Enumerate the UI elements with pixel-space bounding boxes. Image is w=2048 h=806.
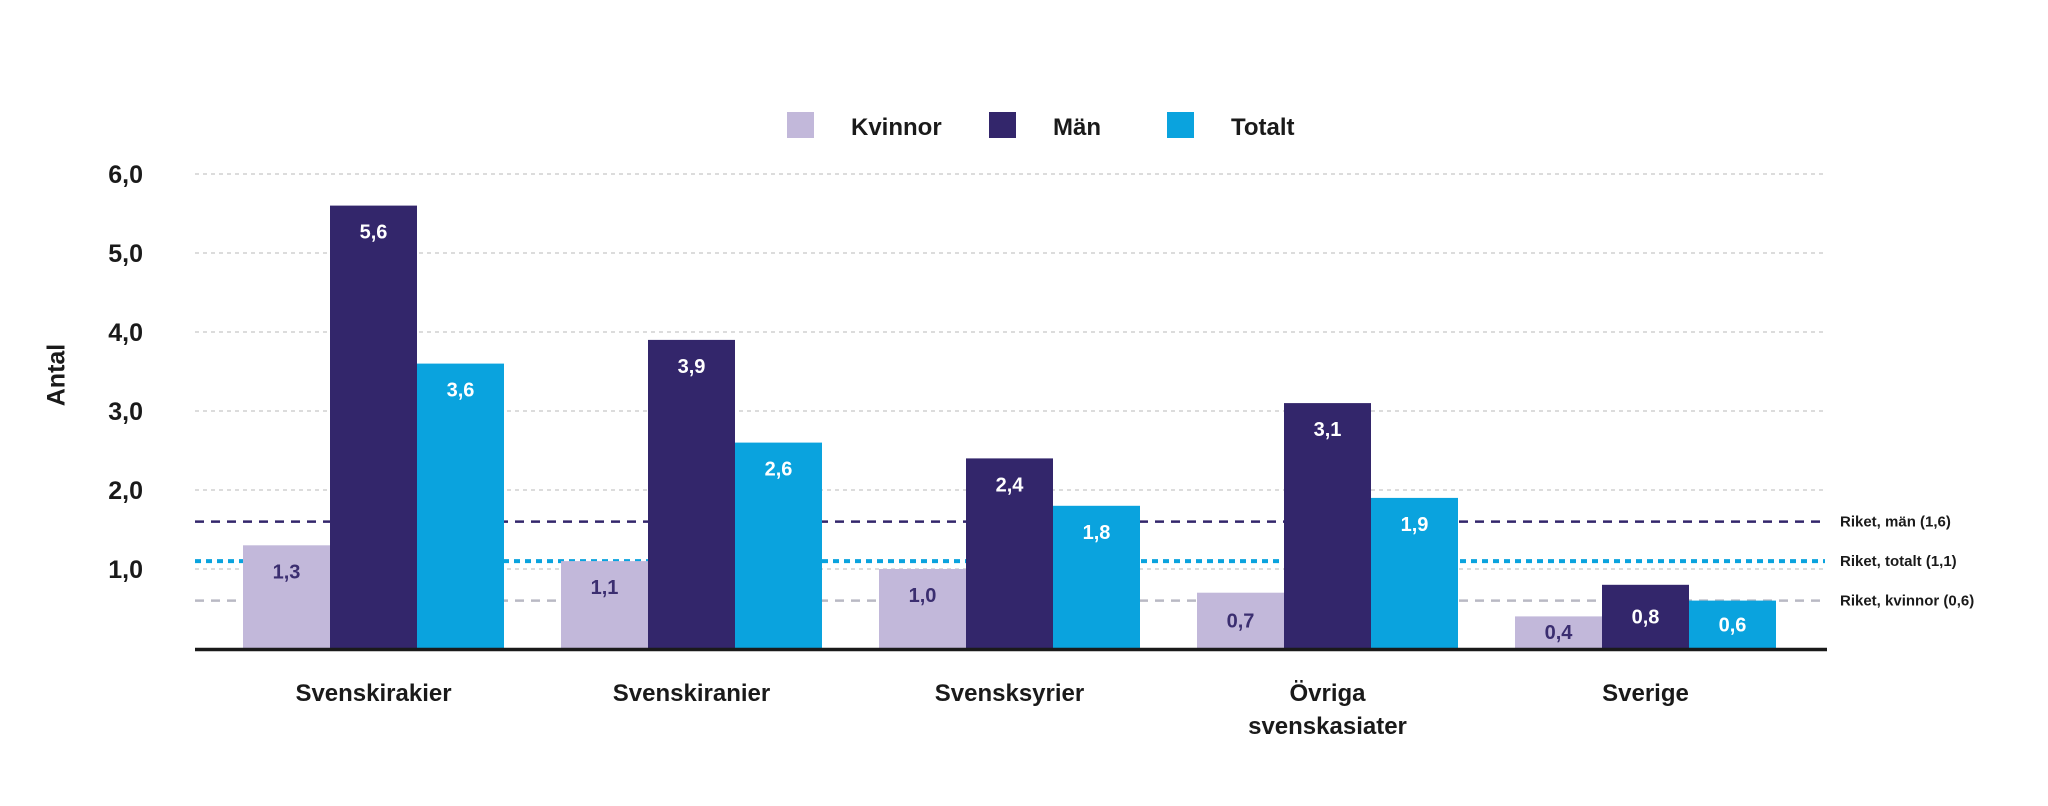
- bar: [243, 545, 330, 648]
- y-axis-label: Antal: [43, 344, 71, 407]
- x-category-label: svenskasiater: [1248, 713, 1407, 740]
- data-label: 1,8: [1083, 522, 1111, 544]
- bar: [1371, 497, 1458, 648]
- legend-swatch: [1167, 112, 1194, 138]
- bar: [1689, 600, 1776, 648]
- legend: Kvinnor Män Totalt: [787, 112, 1295, 141]
- y-tick-label: 1,0: [108, 556, 143, 584]
- bar: [1515, 616, 1602, 648]
- data-label: 1,3: [273, 561, 301, 583]
- bars: 1,3 1,1 1,0 0,7 0,4 5,6 3,9 2,4 3,1 0,8 3,6 2,6 1,8 1…: [243, 205, 1776, 648]
- legend-label: Kvinnor: [851, 114, 942, 141]
- x-category-label: Svenskirakier: [295, 680, 451, 707]
- data-label: 0,8: [1632, 606, 1660, 628]
- bar: [648, 339, 735, 648]
- data-label: 3,9: [678, 356, 706, 378]
- data-label: 3,1: [1314, 419, 1342, 441]
- y-tick-label: 4,0: [108, 319, 143, 347]
- bar: [417, 363, 504, 648]
- x-category-label: Sverige: [1602, 680, 1689, 707]
- data-label: 2,6: [765, 459, 793, 481]
- bar: [735, 442, 822, 648]
- legend-swatch: [787, 112, 814, 138]
- data-label: 0,7: [1227, 610, 1255, 632]
- x-category-label: Svensksyrier: [935, 680, 1084, 707]
- y-tick-label: 5,0: [108, 240, 143, 268]
- y-tick-label: 2,0: [108, 477, 143, 505]
- data-label: 3,6: [447, 380, 475, 402]
- y-tick-label: 6,0: [108, 161, 143, 189]
- bar: [561, 561, 648, 648]
- data-label: 0,4: [1545, 622, 1574, 644]
- bar: [1053, 505, 1140, 648]
- bar: [1602, 584, 1689, 648]
- y-tick-label: 3,0: [108, 398, 143, 426]
- reference-line-label: Riket, kvinnor (0,6): [1840, 593, 1974, 610]
- bar: [330, 205, 417, 648]
- data-label: 5,6: [360, 222, 388, 244]
- data-label: 1,1: [591, 577, 619, 599]
- bar: [1284, 403, 1371, 648]
- data-label: 1,0: [909, 585, 937, 607]
- bar: [966, 458, 1053, 648]
- x-category-label: Övriga: [1289, 680, 1366, 707]
- axes: 1,0 2,0 3,0 4,0 5,0 6,0 Svenskirakier Svenskira…: [108, 161, 1827, 740]
- legend-label: Män: [1053, 114, 1101, 141]
- bar: [879, 569, 966, 648]
- reference-line-label: Riket, män (1,6): [1840, 514, 1951, 531]
- data-label: 0,6: [1719, 614, 1747, 636]
- x-category-label: Svenskiranier: [613, 680, 770, 707]
- data-label: 2,4: [996, 474, 1025, 496]
- legend-label: Totalt: [1231, 114, 1295, 141]
- legend-swatch: [989, 112, 1016, 138]
- bar: [1197, 592, 1284, 648]
- reference-line-label: Riket, totalt (1,1): [1840, 553, 1957, 570]
- data-label: 1,9: [1401, 514, 1429, 536]
